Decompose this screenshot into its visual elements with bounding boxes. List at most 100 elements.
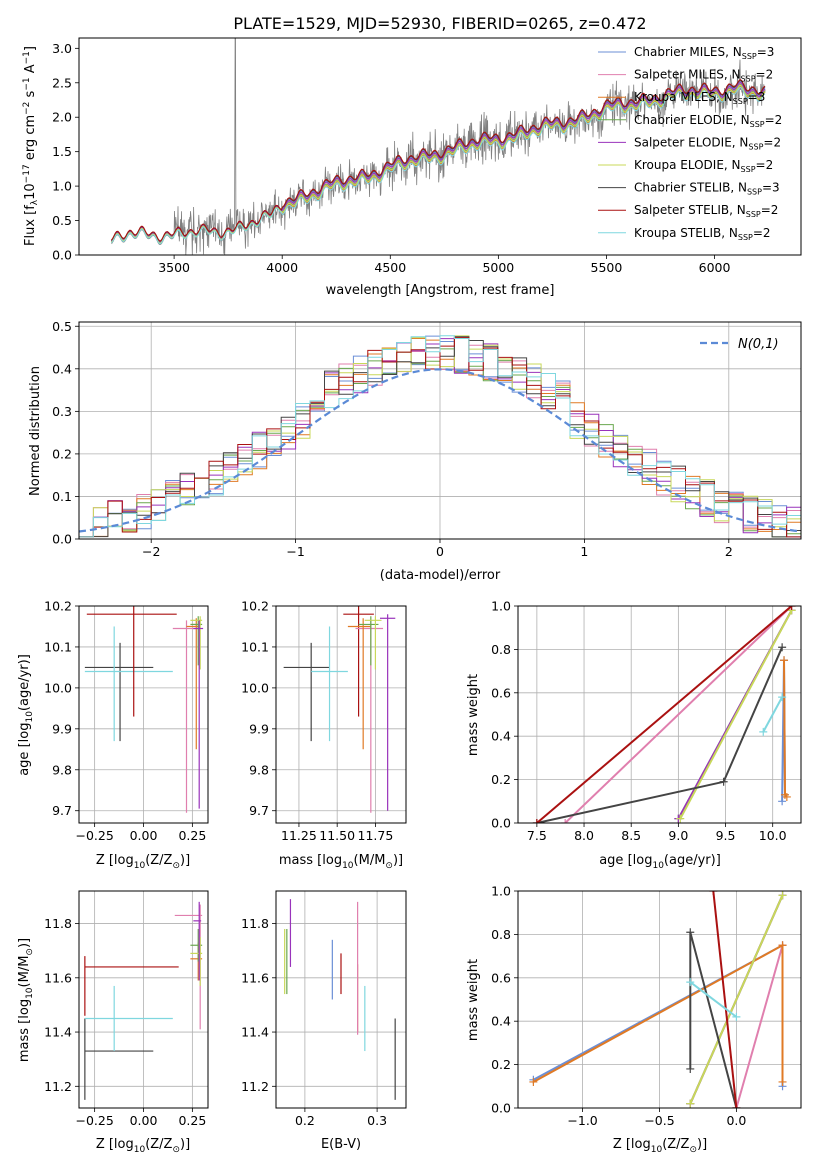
plot-area-mass-vs-ebv [284,899,396,1100]
axes-frame [78,37,802,256]
errorbar-salpeter-elodie [193,620,204,809]
y-tick-label: 10.0 [241,680,269,695]
y-tick-label: 9.8 [52,762,72,777]
errorbar-salpeter-stelib [84,956,179,1016]
errorbar-kroupa-stelib [84,626,173,742]
mass-vs-z-y-label: mass [log10(M/M⊙)] [17,938,35,1062]
errorbar-kroupa-stelib [311,626,348,742]
y-tick-label: 0.1 [52,489,72,504]
axes-frame [275,605,407,824]
errorbar-kroupa-elodie [190,937,203,986]
plot-area-weight-vs-age [532,606,796,823]
plot-area-residuals [79,335,801,538]
residuals-y-label: Normed distribution [28,366,43,496]
x-tick-label: 9.5 [716,828,736,843]
x-tick-label: 0.3 [367,1113,387,1128]
plot-area-weight-vs-z [529,891,787,1108]
weight-line [712,891,738,1108]
y-tick-label: 0.5 [52,319,72,334]
y-tick-label: 2.5 [52,75,72,90]
weight-marker [778,941,787,950]
y-tick-label: 0.5 [52,213,72,228]
age-vs-mass-x-label: mass [log10(M/M⊙)] [279,853,403,871]
x-tick-label: 0 [436,544,444,559]
legend-label: Chabrier MILES, NSSP=3 [634,45,774,61]
x-tick-label: 0.2 [295,1113,315,1128]
y-tick-label: 11.4 [241,1025,269,1040]
spectrum-x-label: wavelength [Angstrom, rest frame] [326,283,555,298]
plot-area-age-vs-mass [283,606,396,813]
weight-series-kroupa-stelib [686,978,741,1021]
axes-residuals: −2 −1 0 1 2 0.0 0.1 0.2 0.3 0.4 0.5 [52,319,802,559]
weight-line [679,609,793,820]
weight-marker [787,606,796,610]
y-tick-label: 9.9 [52,721,72,736]
x-tick-label: 8.5 [621,828,641,843]
x-tick-label: 8.0 [574,828,594,843]
legend-label: Chabrier ELODIE, NSSP=2 [634,113,782,129]
errorbar-kroupa-miles [347,618,371,750]
weight-marker [686,978,695,987]
x-tick-label: 0.0 [726,1113,746,1128]
spectrum-legend: Chabrier MILES, NSSP=3 Salpeter MILES, NS… [598,45,782,242]
legend-label: Chabrier STELIB, NSSP=3 [634,181,780,197]
y-tick-label: 9.7 [249,803,269,818]
legend-label: Salpeter STELIB, NSSP=2 [634,203,778,219]
x-tick-label: 1 [580,544,588,559]
legend-label: Kroupa ELODIE, NSSP=2 [634,158,773,174]
histogram-kroupa-stelib [79,335,801,538]
y-tick-label: 2.0 [52,110,72,125]
x-tick-label: −0.5 [644,1113,674,1128]
mass-vs-z-x-label: Z [log10(Z/Z⊙)] [96,1137,190,1155]
weight-line [532,943,784,1083]
errorbar-chabrier-stelib [84,642,154,742]
y-tick-label: 0.0 [491,816,511,831]
y-tick-label: 9.9 [249,721,269,736]
y-tick-label: 9.8 [249,762,269,777]
legend-label: Kroupa MILES, NSSP=3 [634,90,765,106]
grid-age-vs-z [79,605,208,823]
errorbar-salpeter-stelib [86,606,177,717]
weight-marker [561,819,570,823]
x-tick-label: −1 [286,544,304,559]
legend-label: Salpeter ELODIE, NSSP=2 [634,135,781,151]
x-tick-label: 0.25 [178,1113,206,1128]
y-tick-label: 0.8 [491,927,511,942]
weight-line [536,646,784,823]
y-tick-label: 0.6 [491,685,511,700]
x-tick-label: 3500 [158,260,190,275]
y-tick-label: 0.0 [52,248,72,263]
weight-marker [778,1077,787,1086]
y-tick-label: 10.1 [241,639,269,654]
weight-line [536,606,793,823]
weight-line [735,945,784,1108]
legend-label: Salpeter MILES, NSSP=2 [634,68,773,84]
residuals-x-label: (data-model)/error [380,568,501,583]
model-line-salpeter-elodie [111,81,766,243]
weight-marker [719,777,728,786]
weight-marker [686,928,695,937]
weight-marker [780,656,789,665]
axes-weight-vs-z: −1.0 −0.5 0.0 0.0 0.2 0.4 0.6 0.8 1.0 [491,884,802,1128]
weight-marker [686,1064,695,1073]
weight-series-salpeter-stelib [709,891,741,1108]
spectrum-y-label: Flux [fλ10−17 erg cm−2 s−1 A−1] [22,46,40,246]
x-tick-label: 5000 [482,260,514,275]
y-tick-label: 0.4 [491,1014,511,1029]
weight-line [783,660,788,798]
weight-series-kroupa-miles [529,941,787,1086]
y-tick-label: 11.8 [44,916,72,931]
x-tick-label: 0.25 [178,828,206,843]
errorbar-salpeter-stelib [343,606,374,717]
axes-mass-vs-z: −0.25 0.00 0.25 11.2 11.4 11.6 11.8 [44,890,209,1128]
errorbar-salpeter-elodie [380,614,396,811]
weight-marker [686,1099,695,1108]
plot-area-spectrum [111,38,766,255]
legend-label: Kroupa STELIB, NSSP=2 [634,226,771,242]
axes-spectrum: 3500 4000 4500 5000 5500 6000 0.0 0.5 1.0 1.5 2.0 2… [52,37,802,275]
errorbar-chabrier-stelib [283,642,330,742]
x-tick-label: 4000 [266,260,298,275]
weight-line [762,696,783,733]
weight-series-chabrier-stelib [532,643,787,823]
x-tick-label: 10.0 [759,828,787,843]
